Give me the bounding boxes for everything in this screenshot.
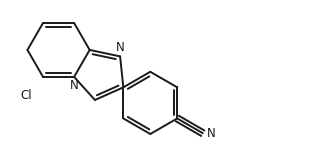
Text: Cl: Cl xyxy=(21,89,32,102)
Text: N: N xyxy=(207,127,215,140)
Text: N: N xyxy=(70,79,78,92)
Text: N: N xyxy=(116,41,124,54)
